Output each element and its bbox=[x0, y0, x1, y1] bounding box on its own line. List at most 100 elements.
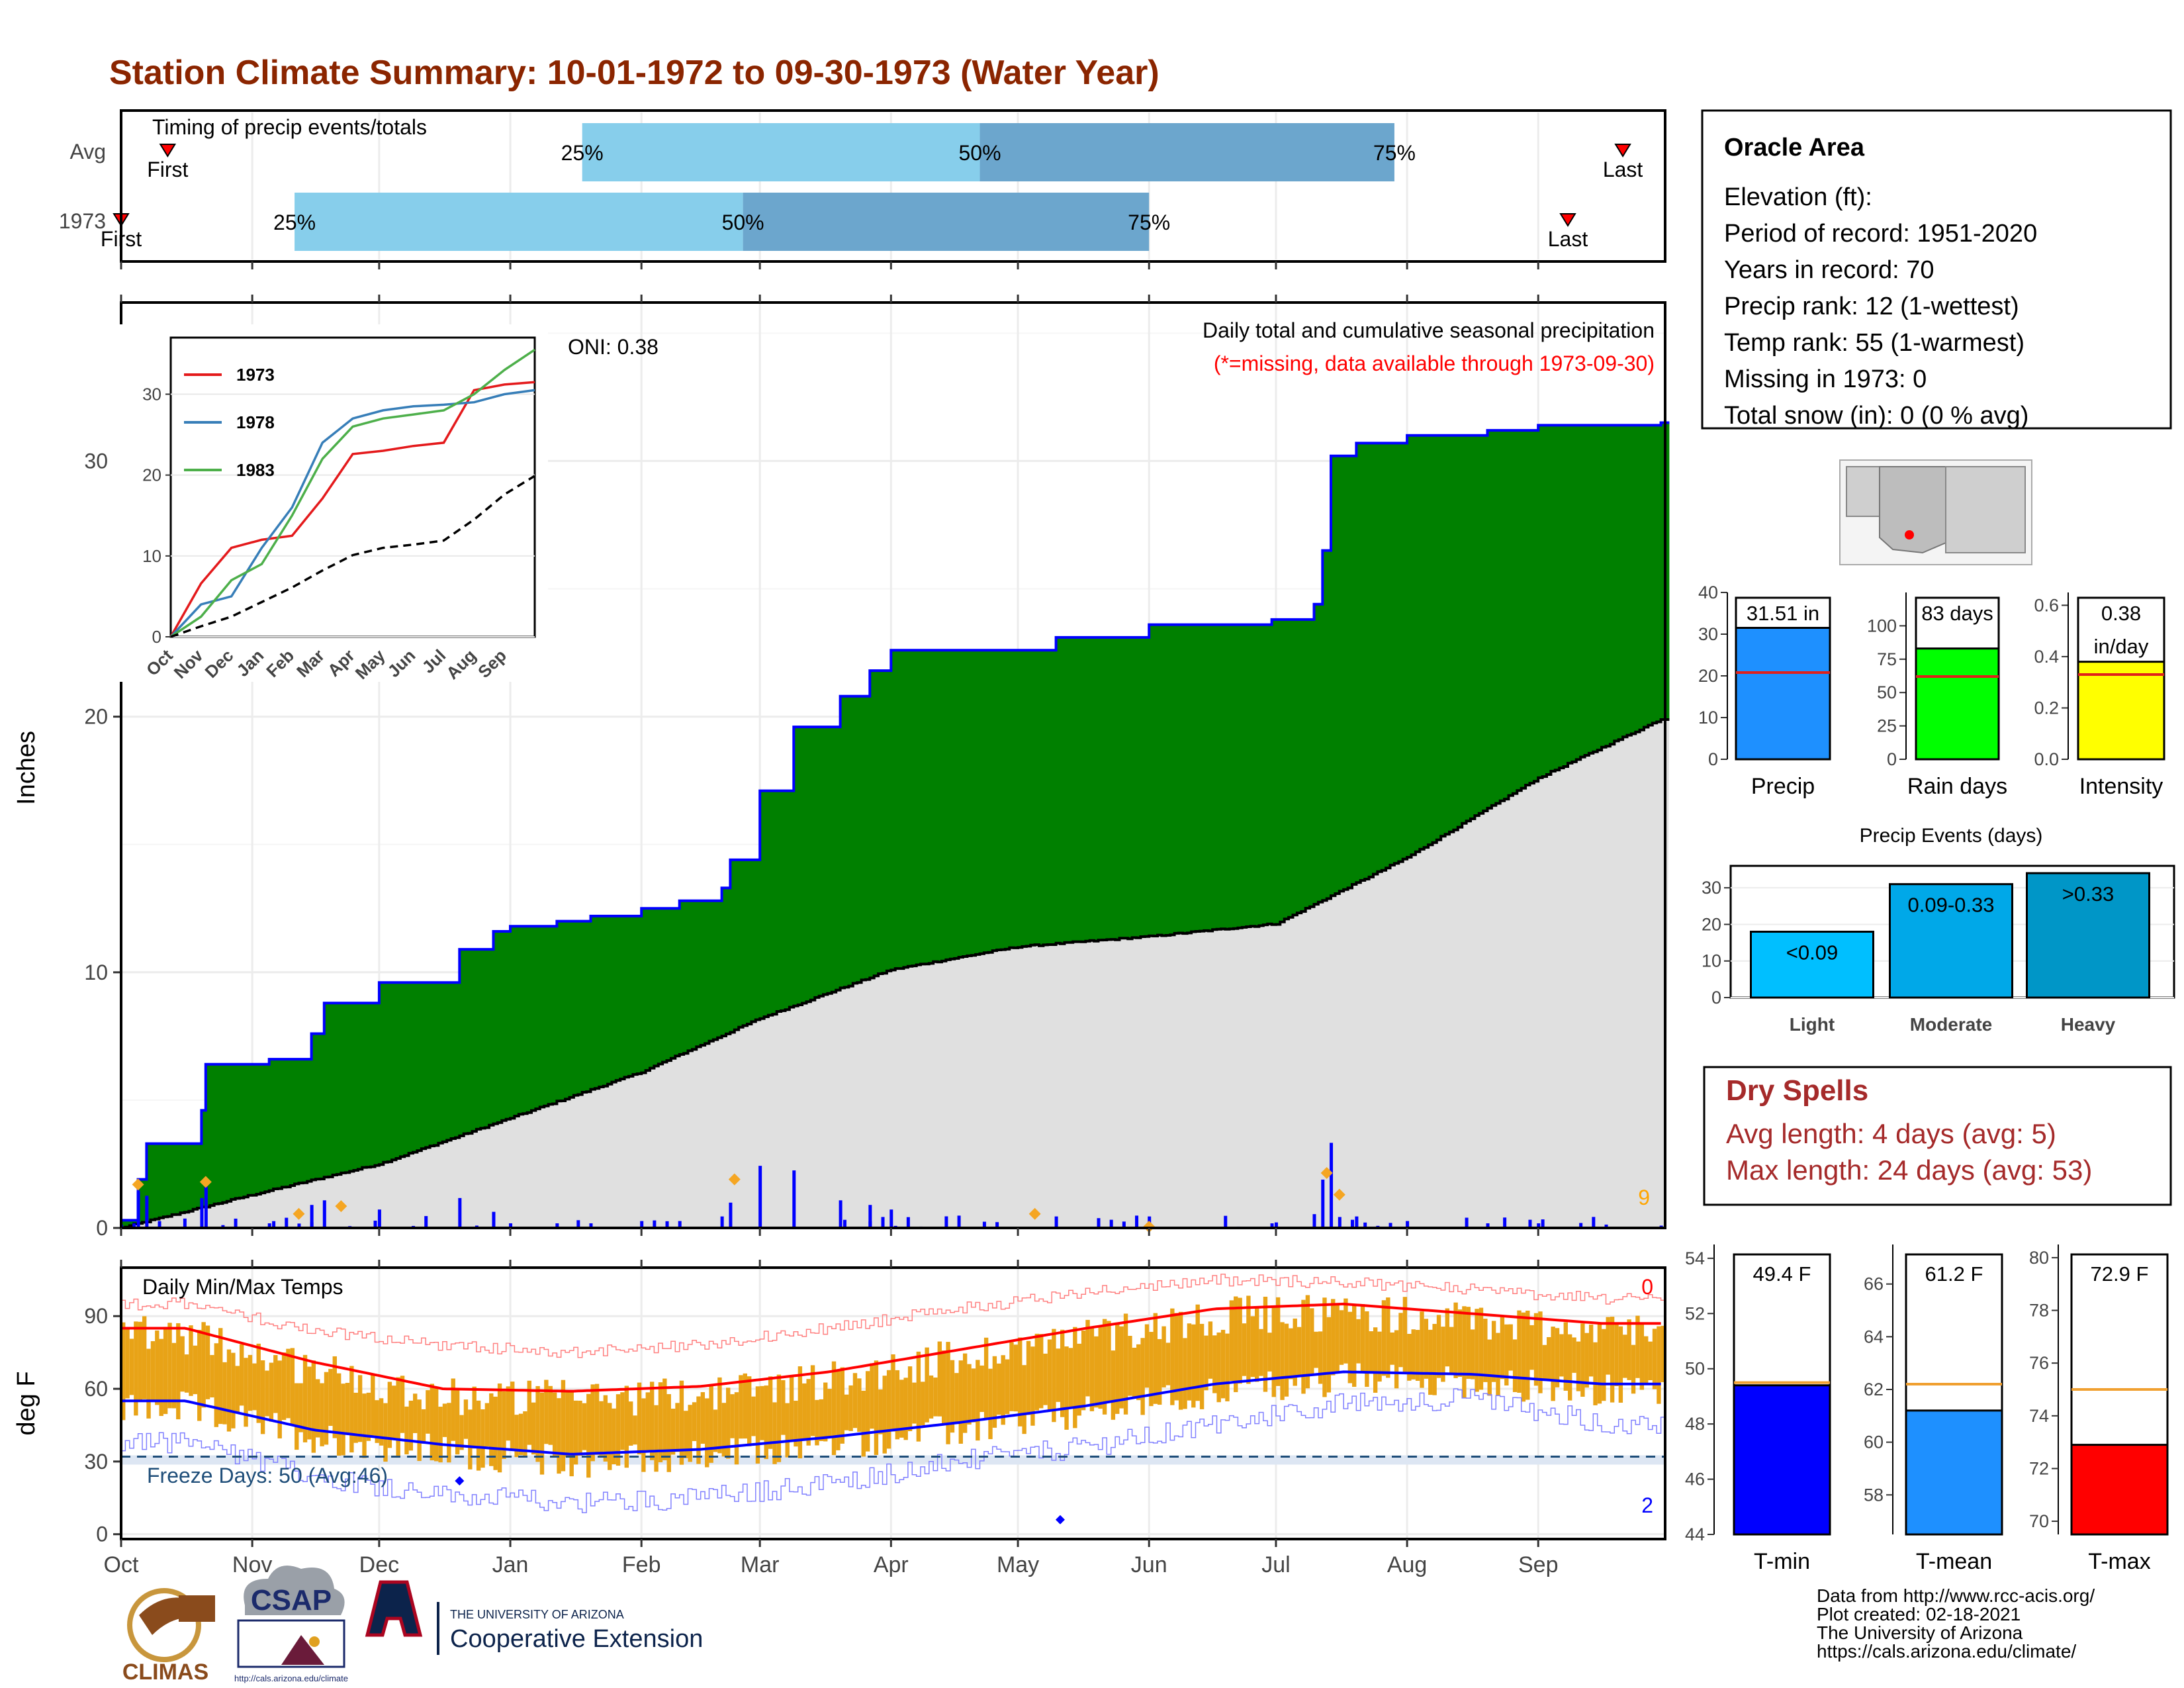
daily-temp-bar bbox=[1229, 1300, 1234, 1381]
daily-temp-bar bbox=[1356, 1319, 1361, 1364]
daily-temp-bar bbox=[1369, 1331, 1373, 1374]
daily-temp-bar bbox=[865, 1371, 870, 1452]
daily-temp-bar bbox=[1293, 1318, 1297, 1386]
daily-precip-bar bbox=[310, 1222, 314, 1228]
month-tick-label: Feb bbox=[622, 1552, 661, 1577]
ua-extension-logo: THE UNIVERSITY OF ARIZONA Cooperative Ex… bbox=[365, 1580, 703, 1655]
daily-precip-bar bbox=[1122, 1221, 1126, 1228]
daily-temp-bar bbox=[1631, 1344, 1636, 1394]
rain-days-bar-chart: 0 25 50 75 100 83 days Rain days bbox=[1867, 592, 2012, 799]
tstat-value-label: 72.9 F bbox=[2091, 1262, 2149, 1286]
month-tick-label: Jul bbox=[1261, 1552, 1290, 1577]
daily-temp-bar bbox=[1301, 1299, 1306, 1394]
daily-temp-bar bbox=[954, 1373, 959, 1424]
daily-precip-bar bbox=[1312, 1214, 1316, 1228]
daily-temp-bar bbox=[1661, 1325, 1665, 1382]
daily-temp-bar bbox=[1174, 1313, 1179, 1401]
daily-precip-bar bbox=[1330, 1143, 1334, 1228]
timing-label-75: 75% bbox=[1128, 211, 1170, 234]
average-min-line bbox=[121, 1370, 1661, 1456]
daily-temp-bar bbox=[176, 1323, 181, 1420]
daily-temp-bar bbox=[836, 1370, 841, 1450]
daily-temp-bar bbox=[1453, 1302, 1458, 1378]
daily-temp-bar bbox=[844, 1394, 849, 1430]
daily-temp-bar bbox=[764, 1385, 768, 1460]
events-bar-label: <0.09 bbox=[1786, 941, 1838, 964]
daily-temp-bar bbox=[235, 1366, 240, 1413]
daily-temp-bar bbox=[493, 1396, 498, 1470]
precip-y-tick-label: 30 bbox=[84, 449, 108, 473]
footer-url: https://cals.arizona.edu/climate/ bbox=[1817, 1641, 2076, 1662]
record-low-marker bbox=[1055, 1515, 1065, 1524]
daily-temp-bar bbox=[1030, 1346, 1035, 1426]
daily-temp-bar bbox=[1047, 1339, 1052, 1410]
month-tick-label: May bbox=[997, 1552, 1039, 1577]
daily-temp-bar bbox=[586, 1393, 591, 1478]
daily-precip-bar bbox=[1541, 1219, 1545, 1228]
daily-temp-bar bbox=[612, 1408, 616, 1464]
timing-label-50: 50% bbox=[722, 211, 764, 234]
climas-logo: CLIMAS bbox=[122, 1588, 215, 1685]
events-y-tick-label: 0 bbox=[1711, 988, 1721, 1008]
daily-precip-bar bbox=[221, 1225, 225, 1228]
dry-spells-box: Dry Spells Avg length: 4 days (avg: 5) M… bbox=[1703, 1066, 2172, 1206]
daily-temp-bar bbox=[569, 1392, 574, 1477]
daily-temp-bar bbox=[1115, 1323, 1120, 1414]
daily-temp-bar bbox=[916, 1351, 921, 1442]
daily-temp-bar bbox=[442, 1403, 447, 1437]
daily-temp-bar bbox=[1165, 1342, 1171, 1385]
daily-temp-bar bbox=[265, 1370, 269, 1417]
daily-temp-bar bbox=[1073, 1327, 1077, 1429]
daily-temp-bar bbox=[328, 1368, 333, 1427]
daily-precip-bar bbox=[373, 1221, 377, 1228]
daily-temp-bar bbox=[629, 1401, 633, 1446]
daily-temp-bar bbox=[210, 1354, 214, 1398]
daily-temp-bar bbox=[1584, 1333, 1589, 1388]
tstat-y-tick-label: 46 bbox=[1685, 1470, 1705, 1489]
daily-precip-bar bbox=[792, 1170, 796, 1228]
daily-temp-bar bbox=[222, 1362, 227, 1425]
daily-temp-bar bbox=[857, 1378, 862, 1432]
daily-temp-bar bbox=[1153, 1313, 1158, 1404]
mini-y-tick-label: 0 bbox=[1887, 749, 1897, 769]
daily-temp-bar bbox=[1123, 1313, 1128, 1415]
mini-y-tick-label: 10 bbox=[1698, 708, 1718, 727]
daily-temp-bar bbox=[615, 1394, 621, 1466]
daily-precip-bar bbox=[310, 1205, 314, 1228]
tstat-y-tick-label: 72 bbox=[2029, 1458, 2049, 1478]
daily-temp-bar bbox=[273, 1355, 278, 1413]
daily-temp-bar bbox=[1563, 1322, 1568, 1391]
daily-temp-bar bbox=[1398, 1313, 1403, 1368]
daily-temp-bar bbox=[1504, 1324, 1509, 1385]
daily-temp-bar bbox=[1246, 1295, 1251, 1384]
daily-precip-bar bbox=[729, 1202, 733, 1228]
daily-temp-bar bbox=[260, 1360, 265, 1434]
tstat-y-tick-label: 44 bbox=[1685, 1524, 1705, 1544]
daily-temp-bar bbox=[1250, 1316, 1255, 1378]
daily-temp-bar bbox=[332, 1356, 337, 1438]
station-line-missing: Missing in 1973: 0 bbox=[1724, 365, 1927, 393]
daily-temp-bar bbox=[1390, 1332, 1394, 1365]
daily-temp-bar bbox=[142, 1316, 147, 1399]
daily-temp-bar bbox=[1559, 1334, 1564, 1377]
daily-precip-bar bbox=[234, 1218, 238, 1228]
daily-temp-bar bbox=[1420, 1311, 1424, 1388]
daily-precip-marker bbox=[728, 1173, 741, 1186]
daily-temp-bar bbox=[654, 1405, 659, 1472]
daily-temp-bar bbox=[950, 1360, 955, 1433]
daily-precip-bar bbox=[868, 1221, 872, 1228]
daily-temp-bar bbox=[1026, 1340, 1031, 1415]
average-cumulative-line bbox=[121, 718, 1670, 1229]
mini-y-tick-label: 25 bbox=[1877, 716, 1897, 736]
temp-panel: 0 30 60 90 Daily Min/Max Temps Freeze Days:… bbox=[13, 1266, 1666, 1546]
daily-temp-bar bbox=[755, 1386, 760, 1464]
daily-precip-bar bbox=[1270, 1223, 1274, 1228]
inset-series-line bbox=[169, 389, 535, 638]
daily-temp-bar bbox=[1588, 1325, 1594, 1377]
daily-temp-bar bbox=[1597, 1323, 1602, 1404]
daily-temp-bar bbox=[827, 1389, 832, 1438]
timing-label-25: 25% bbox=[561, 141, 604, 165]
daily-temp-bar bbox=[903, 1378, 908, 1440]
daily-temp-bar bbox=[426, 1390, 430, 1434]
daily-temp-bar bbox=[476, 1400, 481, 1471]
